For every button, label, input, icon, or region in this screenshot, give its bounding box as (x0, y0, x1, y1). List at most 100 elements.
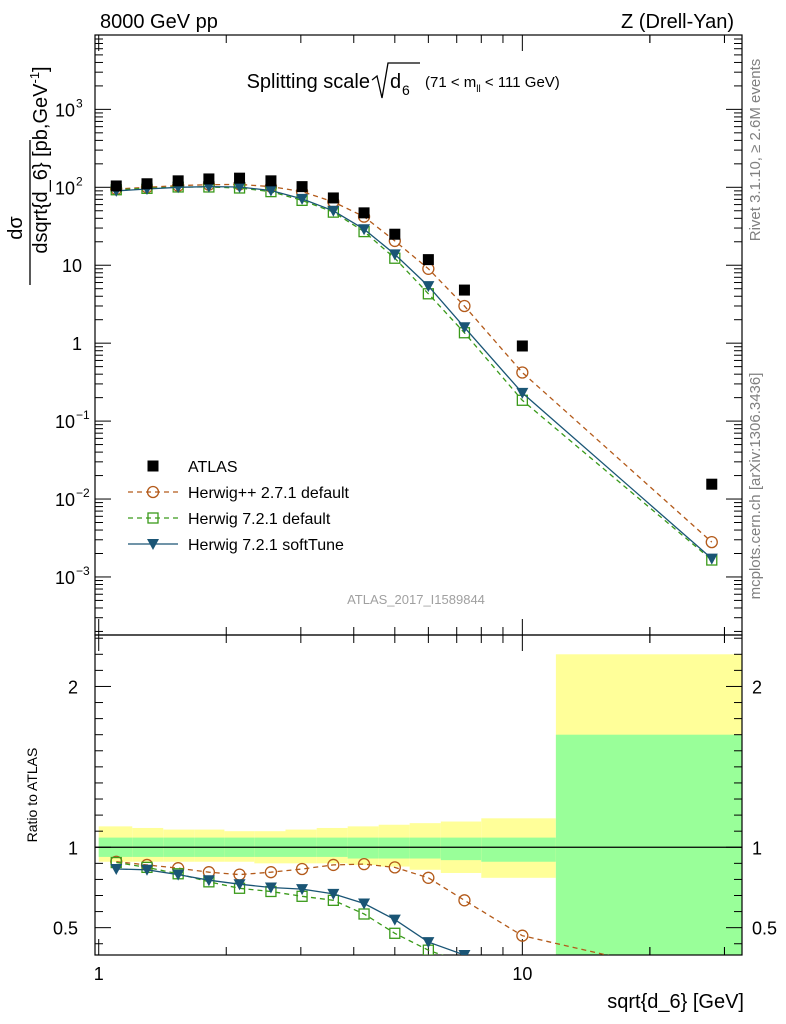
ratio-band-inner (440, 837, 482, 861)
legend-marker-softtune (147, 539, 159, 550)
series-line-softtune (116, 185, 713, 560)
ratio-point-softtune (327, 888, 340, 900)
y-tick-label-exponent: −3 (76, 564, 90, 578)
ratio-point-softtune (233, 879, 246, 891)
y-tick-label-exponent: −2 (76, 486, 90, 500)
ratio-point-softtune (110, 863, 123, 875)
ratio-point-softtune (202, 875, 215, 887)
y-tick-label: 1 (72, 334, 82, 354)
ratio-point-softtune (422, 937, 435, 949)
y-tick-label: 10 (55, 568, 75, 588)
ratio-point-softtune (458, 950, 471, 955)
data-point-softtune (516, 387, 529, 399)
data-point-atlas (327, 192, 339, 204)
ratio-point-herwigpp (422, 871, 435, 884)
legend-label-herwig721: Herwig 7.2.1 default (188, 511, 331, 528)
plot-title-var-sub: 6 (402, 82, 410, 98)
data-point-softtune (422, 281, 435, 293)
data-point-atlas (172, 175, 184, 187)
legend-label-softtune: Herwig 7.2.1 softTune (188, 537, 344, 554)
ratio-band-inner (378, 837, 410, 859)
legend-marker-herwig721 (147, 512, 159, 524)
y-tick-label: 10 (55, 178, 75, 198)
data-point-softtune (233, 181, 246, 193)
y-tick-label-exponent: −1 (76, 408, 90, 422)
ratio-point-softtune (358, 898, 371, 910)
ratio-point-herwigpp (264, 866, 278, 879)
y-label-top: dσ (5, 216, 27, 240)
data-point-atlas (296, 181, 308, 193)
ratio-band-inner (347, 837, 379, 859)
ratio-band-inner (481, 837, 556, 862)
ratio-y-tick-label: 0.5 (53, 919, 78, 939)
ratio-y-label: Ratio to ATLAS (24, 748, 40, 843)
data-point-herwigpp (705, 535, 718, 549)
ratio-plot-frame (94, 634, 743, 956)
data-point-atlas (516, 340, 528, 352)
analysis-watermark: ATLAS_2017_I1589844 (347, 592, 485, 607)
ratio-point-softtune (264, 882, 277, 894)
y-tick-label: 10 (55, 412, 75, 432)
sqrt-symbol (371, 62, 420, 99)
data-point-atlas (203, 173, 215, 185)
data-point-atlas (265, 175, 277, 187)
ratio-y-tick-label-right: 0.5 (752, 919, 777, 939)
data-point-softtune (705, 553, 718, 565)
y-tick-label: 10 (55, 490, 75, 510)
plot-title-prefix: Splitting scale (247, 71, 370, 93)
plot-title-var: d (390, 71, 401, 93)
main-plot-series (110, 172, 718, 566)
ratio-point-softtune (140, 864, 153, 876)
data-point-atlas (141, 178, 153, 190)
x-tick-label: 1 (94, 964, 104, 984)
ratio-point-herwigpp (516, 929, 529, 942)
ratio-point-herwigpp (295, 862, 309, 876)
y-tick-label-exponent: 3 (76, 96, 83, 110)
legend-label-herwigpp: Herwig++ 2.7.1 default (188, 485, 350, 502)
y-axis-label: dσ dsqrt{d_6} [pb,GeV-1] (5, 66, 52, 285)
data-point-atlas (422, 254, 434, 266)
ratio-point-softtune (172, 869, 185, 881)
y-tick-label: 10 (55, 100, 75, 120)
legend: ATLAS Herwig++ 2.7.1 default Herwig 7.2.1 … (128, 459, 350, 554)
ratio-point-softtune (296, 884, 309, 896)
data-point-softtune (458, 322, 471, 334)
ratio-y-tick-label-right: 2 (752, 677, 762, 697)
ratio-line-softtune (116, 868, 468, 955)
data-point-atlas (458, 284, 470, 296)
ratio-point-herwigpp (388, 861, 401, 874)
y-tick-label-exponent: 2 (76, 174, 83, 188)
ratio-uncertainty-bands (95, 654, 742, 955)
data-point-softtune (388, 249, 401, 261)
data-point-atlas (389, 228, 401, 240)
data-point-softtune (296, 193, 309, 205)
ratio-band-inner (409, 837, 441, 859)
data-point-atlas (706, 478, 718, 490)
data-point-softtune (327, 205, 340, 217)
header-right: Z (Drell-Yan) (621, 11, 734, 33)
y-tick-label: 10 (62, 256, 82, 276)
legend-label-atlas: ATLAS (188, 459, 238, 476)
legend-marker-herwigpp (146, 485, 160, 499)
data-point-atlas (234, 172, 246, 184)
data-point-herwigpp (458, 299, 471, 313)
ratio-y-tick-label: 2 (68, 677, 78, 697)
plot-title: Splitting scale d 6 (71 < mll < 111 GeV) (247, 62, 560, 99)
ratio-plot-series (110, 855, 610, 955)
data-point-atlas (358, 207, 370, 219)
ratio-point-softtune (388, 914, 401, 926)
ratio-point-herwigpp (458, 894, 471, 907)
header-left: 8000 GeV pp (100, 11, 218, 33)
data-point-softtune (358, 224, 371, 236)
plot-title-range: (71 < mll < 111 GeV) (425, 74, 560, 95)
data-point-herwigpp (516, 366, 529, 379)
data-point-softtune (264, 185, 277, 197)
rivet-version-label: Rivet 3.1.10, ≥ 2.6M events (747, 59, 764, 242)
ratio-point-herwigpp (357, 857, 371, 871)
data-point-atlas (110, 180, 122, 192)
x-tick-label: 10 (512, 964, 532, 984)
series-line-herwig721 (116, 186, 713, 561)
ratio-point-herwigpp (327, 858, 340, 872)
